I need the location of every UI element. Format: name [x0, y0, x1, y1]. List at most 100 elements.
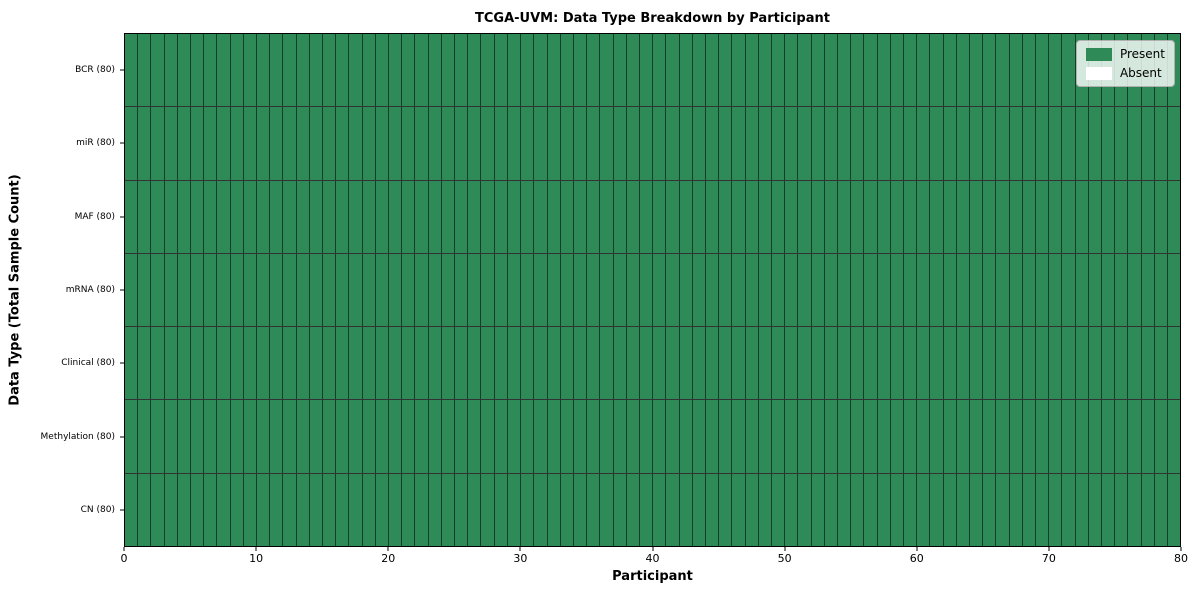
heatmap-cell	[138, 473, 152, 546]
heatmap-cell	[349, 34, 363, 107]
heatmap-cell	[177, 473, 192, 546]
heatmap-cell	[441, 180, 456, 253]
heatmap-cell	[1036, 253, 1050, 327]
heatmap-cell	[917, 180, 931, 253]
heatmap-cell	[996, 107, 1010, 180]
x-tick-mark	[916, 547, 918, 551]
heatmap-cell	[639, 34, 654, 107]
heatmap-cell	[283, 107, 297, 180]
heatmap-cell	[270, 34, 284, 107]
heatmap-cell	[402, 473, 416, 546]
heatmap-cell	[864, 34, 878, 107]
heatmap-cell	[468, 473, 482, 546]
heatmap-cell	[1102, 253, 1116, 327]
heatmap-cell	[428, 400, 442, 473]
heatmap-cell	[468, 400, 482, 473]
heatmap-cell	[1049, 107, 1063, 180]
heatmap-cell	[732, 473, 746, 546]
heatmap-cell	[402, 180, 416, 253]
heatmap-cell	[745, 180, 759, 253]
heatmap-cell	[481, 327, 495, 400]
heatmap-cell	[547, 327, 561, 400]
heatmap-cell	[1154, 107, 1169, 180]
heatmap-cell	[864, 107, 878, 180]
heatmap-cell	[970, 180, 984, 253]
heatmap-cell	[903, 327, 918, 400]
heatmap-cell	[1022, 34, 1037, 107]
heatmap-cell	[468, 34, 482, 107]
heatmap-cell	[191, 327, 205, 400]
heatmap-cell	[692, 180, 706, 253]
heatmap-cell	[996, 327, 1010, 400]
heatmap-cell	[983, 107, 997, 180]
heatmap-cell	[679, 327, 693, 400]
heatmap-cell	[191, 473, 205, 546]
heatmap-cell	[732, 34, 746, 107]
heatmap-cell	[639, 473, 654, 546]
heatmap-cell	[798, 180, 812, 253]
heatmap-cell	[243, 34, 258, 107]
heatmap-cell	[666, 400, 680, 473]
heatmap-cell	[125, 180, 139, 253]
heatmap-cell	[494, 473, 508, 546]
x-tick-label: 80	[1174, 552, 1188, 565]
heatmap-cell	[877, 180, 891, 253]
heatmap-cell	[323, 107, 337, 180]
heatmap-cell	[230, 473, 244, 546]
heatmap-cell	[1141, 253, 1155, 327]
heatmap-cell	[375, 400, 390, 473]
heatmap-cell	[270, 473, 284, 546]
x-tick-mark	[255, 547, 257, 551]
heatmap-cell	[758, 253, 772, 327]
heatmap-cell	[666, 327, 680, 400]
heatmap-cell	[613, 107, 627, 180]
heatmap-cell	[349, 253, 363, 327]
heatmap-cell	[626, 107, 640, 180]
heatmap-cell	[745, 400, 759, 473]
heatmap-cell	[811, 400, 825, 473]
heatmap-cell	[257, 34, 271, 107]
heatmap-cell	[811, 34, 825, 107]
heatmap-cell	[653, 34, 667, 107]
heatmap-cell	[521, 180, 535, 253]
heatmap-cell	[560, 473, 574, 546]
heatmap-cell	[719, 180, 733, 253]
heatmap-cell	[402, 253, 416, 327]
heatmap-cell	[1009, 473, 1023, 546]
heatmap-cell	[983, 400, 997, 473]
heatmap-cell	[851, 253, 865, 327]
heatmap-cell	[679, 34, 693, 107]
heatmap-cell	[653, 180, 667, 253]
heatmap-cell	[230, 34, 244, 107]
heatmap-cell	[785, 180, 799, 253]
heatmap-cell	[441, 253, 456, 327]
heatmap-cell	[745, 107, 759, 180]
heatmap-cell	[481, 107, 495, 180]
heatmap-cell	[771, 473, 786, 546]
heatmap-cell	[1049, 327, 1063, 400]
heatmap-cell	[996, 473, 1010, 546]
heatmap-cell	[547, 253, 561, 327]
heatmap-cell	[573, 400, 588, 473]
heatmap-cell	[732, 180, 746, 253]
heatmap-cell	[903, 107, 918, 180]
heatmap-cell	[389, 327, 403, 400]
heatmap-cell	[1102, 107, 1116, 180]
heatmap-cell	[811, 180, 825, 253]
heatmap-cell	[705, 473, 720, 546]
heatmap-cell	[257, 253, 271, 327]
heatmap-cell	[996, 253, 1010, 327]
heatmap-cell	[389, 107, 403, 180]
heatmap-cell	[336, 400, 350, 473]
heatmap-cell	[1049, 400, 1063, 473]
heatmap-cell	[1088, 180, 1103, 253]
heatmap-cell	[415, 180, 429, 253]
heatmap-cell	[534, 107, 548, 180]
heatmap-cell	[824, 180, 838, 253]
heatmap-cell	[428, 180, 442, 253]
heatmap-cell	[1036, 473, 1050, 546]
heatmap-cell	[1049, 34, 1063, 107]
heatmap-cell	[903, 180, 918, 253]
heatmap-cell	[507, 180, 522, 253]
